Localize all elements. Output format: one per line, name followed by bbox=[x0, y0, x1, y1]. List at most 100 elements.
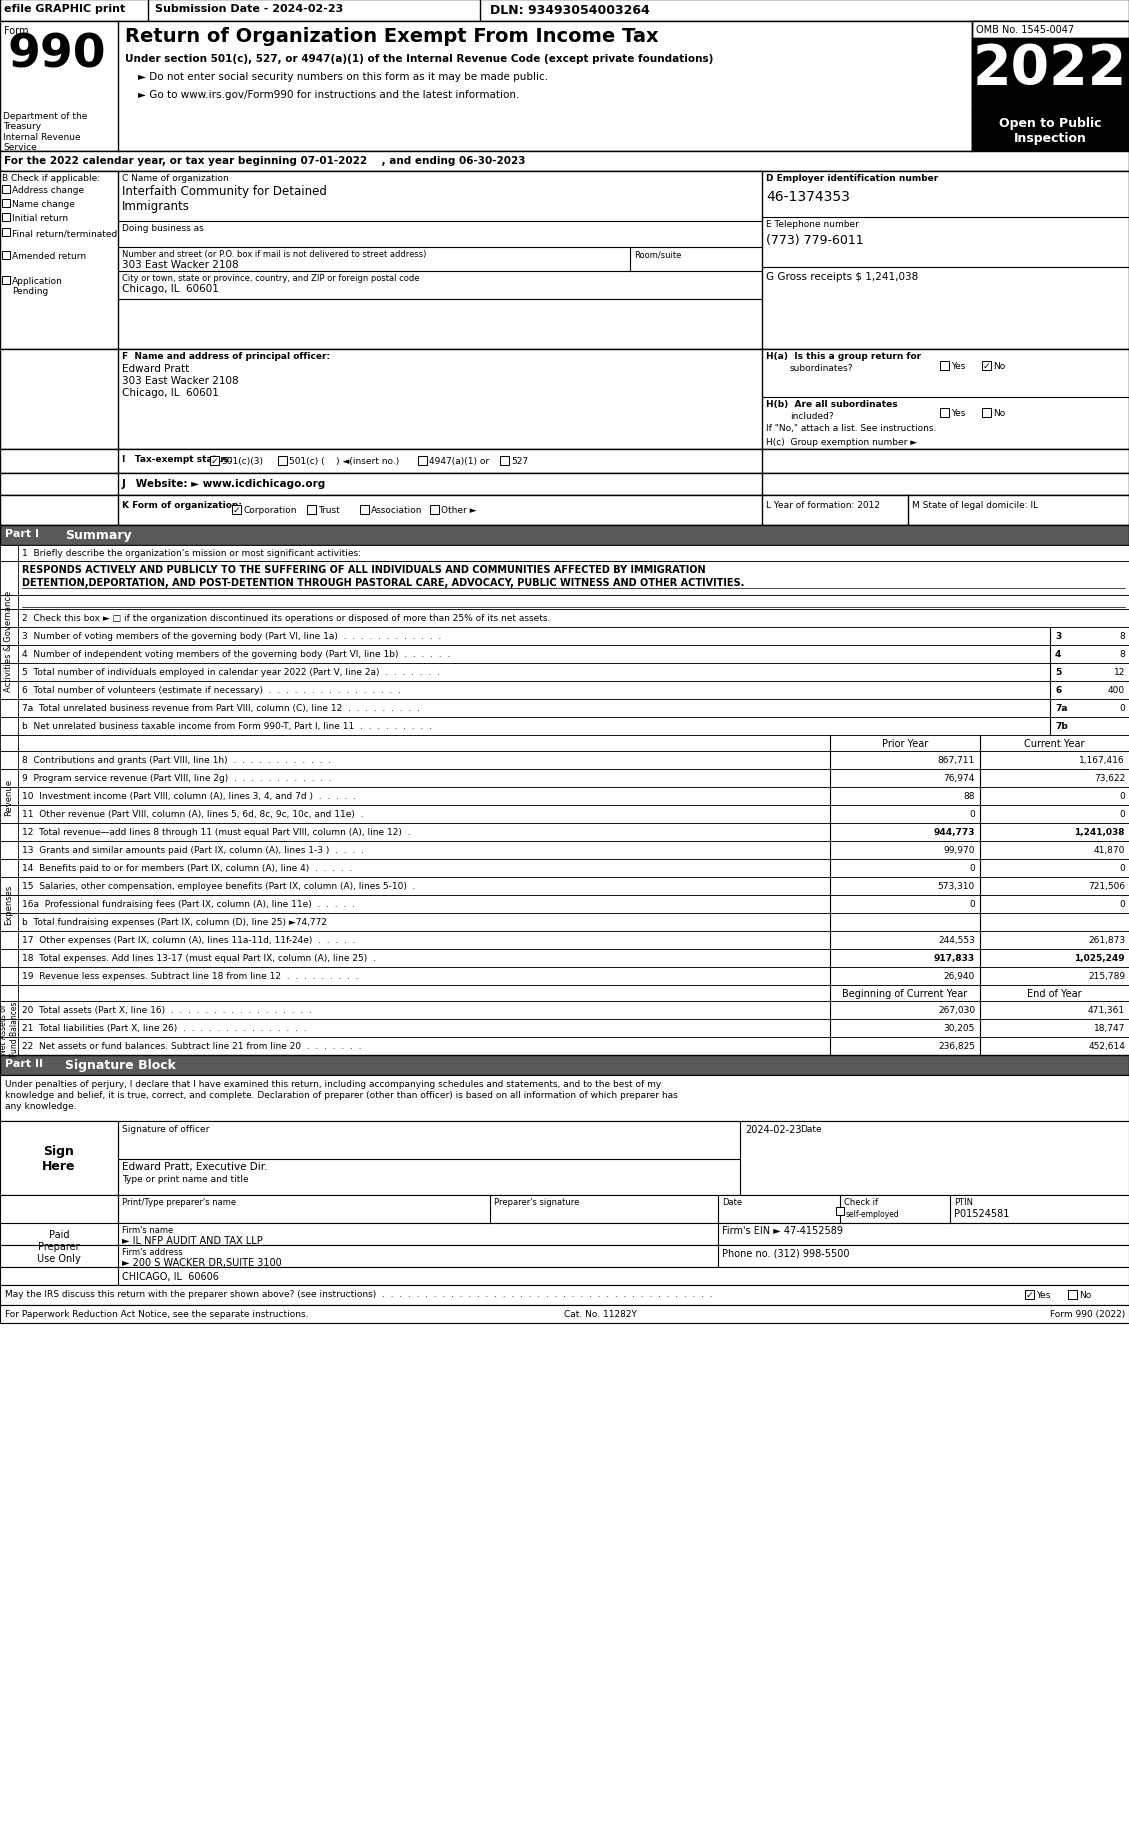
Bar bbox=[2, 214, 10, 221]
Text: L Year of formation: 2012: L Year of formation: 2012 bbox=[765, 501, 879, 511]
Text: 7b: 7b bbox=[1054, 721, 1068, 730]
Bar bbox=[982, 362, 991, 371]
Bar bbox=[0, 986, 1129, 1001]
Text: RESPONDS ACTIVELY AND PUBLICLY TO THE SUFFERING OF ALL INDIVIDUALS AND COMMUNITI: RESPONDS ACTIVELY AND PUBLICLY TO THE SU… bbox=[21, 565, 706, 575]
Bar bbox=[940, 362, 949, 371]
Text: 15  Salaries, other compensation, employee benefits (Part IX, column (A), lines : 15 Salaries, other compensation, employe… bbox=[21, 882, 415, 891]
Text: b  Net unrelated business taxable income from Form 990-T, Part I, line 11  .  . : b Net unrelated business taxable income … bbox=[21, 721, 432, 730]
Bar bbox=[0, 496, 1129, 525]
Text: Final return/terminated: Final return/terminated bbox=[12, 229, 117, 238]
Bar bbox=[0, 842, 1129, 860]
Text: Type or print name and title: Type or print name and title bbox=[122, 1175, 248, 1184]
Text: No: No bbox=[994, 362, 1005, 371]
Bar bbox=[0, 1268, 1129, 1285]
Bar bbox=[0, 805, 1129, 824]
Text: Application
Pending: Application Pending bbox=[12, 276, 63, 296]
Text: 0: 0 bbox=[970, 900, 975, 908]
Bar bbox=[0, 968, 1129, 986]
Text: Part II: Part II bbox=[5, 1058, 43, 1069]
Bar bbox=[0, 525, 1129, 545]
Bar bbox=[0, 1222, 1129, 1246]
Text: 721,506: 721,506 bbox=[1088, 882, 1124, 891]
Bar bbox=[0, 931, 1129, 950]
Bar bbox=[0, 597, 1129, 609]
Text: 8  Contributions and grants (Part VIII, line 1h)  .  .  .  .  .  .  .  .  .  .  : 8 Contributions and grants (Part VIII, l… bbox=[21, 756, 331, 765]
Text: 1,167,416: 1,167,416 bbox=[1079, 756, 1124, 765]
Text: Cat. No. 11282Y: Cat. No. 11282Y bbox=[564, 1308, 637, 1318]
Text: ✓: ✓ bbox=[1025, 1290, 1033, 1299]
Text: DETENTION,DEPORTATION, AND POST-DETENTION THROUGH PASTORAL CARE, ADVOCACY, PUBLI: DETENTION,DEPORTATION, AND POST-DETENTIO… bbox=[21, 578, 744, 587]
Bar bbox=[0, 664, 1129, 681]
Text: Summary: Summary bbox=[65, 529, 132, 542]
Bar bbox=[0, 1285, 1129, 1305]
Bar bbox=[0, 1246, 1129, 1268]
Text: b  Total fundraising expenses (Part IX, column (D), line 25) ►74,772: b Total fundraising expenses (Part IX, c… bbox=[21, 917, 327, 926]
Text: 9  Program service revenue (Part VIII, line 2g)  .  .  .  .  .  .  .  .  .  .  .: 9 Program service revenue (Part VIII, li… bbox=[21, 774, 332, 783]
Bar bbox=[360, 505, 369, 514]
Text: 501(c) (    ) ◄(insert no.): 501(c) ( ) ◄(insert no.) bbox=[289, 458, 400, 467]
Text: 1  Briefly describe the organization’s mission or most significant activities:: 1 Briefly describe the organization’s mi… bbox=[21, 549, 361, 558]
Text: 11  Other revenue (Part VIII, column (A), lines 5, 6d, 8c, 9c, 10c, and 11e)  .: 11 Other revenue (Part VIII, column (A),… bbox=[21, 809, 364, 818]
Bar bbox=[430, 505, 439, 514]
Text: 0: 0 bbox=[1119, 792, 1124, 800]
Text: If "No," attach a list. See instructions.: If "No," attach a list. See instructions… bbox=[765, 425, 936, 432]
Text: 573,310: 573,310 bbox=[938, 882, 975, 891]
Text: 13  Grants and similar amounts paid (Part IX, column (A), lines 1-3 )  .  .  .  : 13 Grants and similar amounts paid (Part… bbox=[21, 845, 364, 855]
Bar bbox=[0, 913, 1129, 931]
Text: Department of the
Treasury
Internal Revenue
Service: Department of the Treasury Internal Reve… bbox=[3, 112, 87, 152]
Bar bbox=[982, 408, 991, 417]
Bar bbox=[0, 1001, 1129, 1019]
Bar bbox=[0, 562, 1129, 597]
Text: included?: included? bbox=[790, 412, 833, 421]
Bar bbox=[278, 458, 287, 467]
Bar bbox=[0, 770, 1129, 787]
Text: 1,241,038: 1,241,038 bbox=[1075, 827, 1124, 836]
Text: End of Year: End of Year bbox=[1026, 988, 1082, 999]
Bar bbox=[0, 860, 1129, 878]
Text: (773) 779-6011: (773) 779-6011 bbox=[765, 234, 864, 247]
Text: Trust: Trust bbox=[318, 505, 340, 514]
Text: 267,030: 267,030 bbox=[938, 1005, 975, 1014]
Text: efile GRAPHIC print: efile GRAPHIC print bbox=[5, 4, 125, 15]
Text: 26,940: 26,940 bbox=[944, 972, 975, 981]
Text: No: No bbox=[1079, 1290, 1092, 1299]
Text: any knowledge.: any knowledge. bbox=[5, 1102, 77, 1111]
Text: Yes: Yes bbox=[951, 408, 965, 417]
Text: 22  Net assets or fund balances. Subtract line 21 from line 20  .  .  .  .  .  .: 22 Net assets or fund balances. Subtract… bbox=[21, 1041, 361, 1050]
Text: City or town, state or province, country, and ZIP or foreign postal code: City or town, state or province, country… bbox=[122, 274, 420, 284]
Text: CHICAGO, IL  60606: CHICAGO, IL 60606 bbox=[122, 1272, 219, 1281]
Text: self-employed: self-employed bbox=[846, 1210, 900, 1219]
Bar bbox=[0, 699, 1129, 717]
Bar bbox=[1025, 1290, 1034, 1299]
Bar bbox=[0, 172, 1129, 350]
Bar bbox=[0, 0, 1129, 22]
Bar bbox=[940, 408, 949, 417]
Text: 0: 0 bbox=[1119, 809, 1124, 818]
Text: Chicago, IL  60601: Chicago, IL 60601 bbox=[122, 284, 219, 295]
Text: Room/suite: Room/suite bbox=[634, 251, 682, 258]
Bar bbox=[0, 752, 1129, 770]
Text: 452,614: 452,614 bbox=[1088, 1041, 1124, 1050]
Bar bbox=[0, 474, 1129, 496]
Text: Print/Type preparer's name: Print/Type preparer's name bbox=[122, 1197, 236, 1206]
Text: P01524581: P01524581 bbox=[954, 1208, 1009, 1219]
Text: E Telephone number: E Telephone number bbox=[765, 220, 859, 229]
Bar bbox=[835, 1208, 844, 1215]
Bar bbox=[2, 276, 10, 285]
Bar bbox=[0, 1195, 1129, 1222]
Text: 7a: 7a bbox=[1054, 703, 1068, 712]
Text: 8: 8 bbox=[1119, 650, 1124, 659]
Bar bbox=[0, 1056, 1129, 1076]
Text: 1,025,249: 1,025,249 bbox=[1075, 953, 1124, 963]
Text: Form 990 (2022): Form 990 (2022) bbox=[1050, 1308, 1124, 1318]
Text: Beginning of Current Year: Beginning of Current Year bbox=[842, 988, 968, 999]
Text: 236,825: 236,825 bbox=[938, 1041, 975, 1050]
Text: 12: 12 bbox=[1113, 668, 1124, 677]
Text: DLN: 93493054003264: DLN: 93493054003264 bbox=[490, 4, 650, 16]
Bar bbox=[0, 1076, 1129, 1122]
Bar bbox=[972, 112, 1129, 152]
Text: J   Website: ► www.icdichicago.org: J Website: ► www.icdichicago.org bbox=[122, 479, 326, 489]
Text: I   Tax-exempt status:: I Tax-exempt status: bbox=[122, 454, 233, 463]
Text: Part I: Part I bbox=[5, 529, 40, 538]
Text: 46-1374353: 46-1374353 bbox=[765, 190, 850, 203]
